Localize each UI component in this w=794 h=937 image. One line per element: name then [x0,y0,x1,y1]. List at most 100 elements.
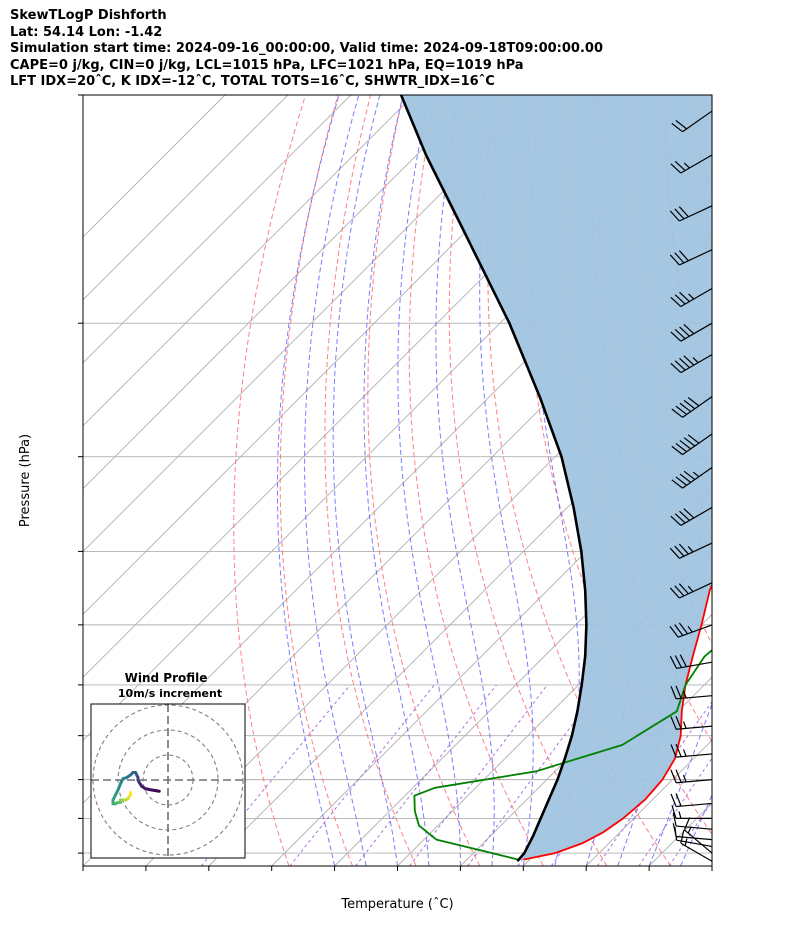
parcel-fill-layer [401,95,712,860]
wind-barb-flag [674,208,685,220]
wind-barb-flag [674,545,685,557]
wind-barb-staff [676,725,713,730]
wind-barb-flag [679,510,690,521]
dewpoint-line [413,649,712,861]
dry-adiabat [487,95,672,866]
wind-barb-flag [670,716,677,730]
moist-adiabat [648,702,712,866]
wind-barb [669,582,713,599]
wind-barb-staff [682,396,713,418]
dry-adiabat [729,95,794,866]
wind-barb [671,467,713,489]
dry-adiabat [324,95,417,866]
wind-barb-flag [669,547,680,559]
isotherm-line [145,299,712,866]
moist-adiabat [680,793,712,866]
wind-barb-flag [678,206,689,218]
wind-barb-flag [669,656,678,669]
wind-barb-flag [679,440,692,450]
wind-barb-staff [676,835,713,841]
wind-barb [671,110,713,133]
wind-barb [670,322,713,342]
wind-barb-staff [677,624,713,638]
parcel-line [399,95,588,863]
wind-barb [672,823,713,841]
wind-barb-staff [676,802,713,808]
wind-barb [670,287,713,308]
wind-barb-flag [669,210,680,222]
wind-barb [670,354,713,374]
wind-barb-flag [674,585,685,597]
wind-barb-flag [675,715,682,730]
hodograph: Wind Profile 10m/s increment [90,671,246,859]
wind-barb-flag [675,769,682,783]
isotherm-line [83,95,540,553]
dry-adiabat [367,95,481,866]
moist-adiabat [397,95,461,866]
wind-barb-flag [679,291,690,302]
wind-barb-flag [687,434,700,444]
isotherm-line [334,487,712,866]
wind-barb-flag [679,402,692,413]
wind-barb [671,396,713,418]
wind-barb-staff [676,753,713,758]
wind-barb-staff [684,829,713,854]
wind-barb-flag [674,624,684,636]
wind-barb-flag [674,655,683,668]
wind-barb [669,542,713,559]
title-times: Simulation start time: 2024-09-16_00:00:… [10,41,603,57]
wind-barb-flag [683,399,696,410]
title-latlon: Lat: 54.14 Lon: -1.42 [10,24,163,40]
wind-barb-flag [683,355,695,366]
wind-barbs [669,110,713,862]
wind-barb-half-flag [682,774,687,783]
parcel-fill [401,95,712,860]
wind-barb-half-flag [682,749,687,757]
dry-adiabat [762,95,794,866]
wind-barb-flag [683,324,695,335]
wind-barb-flag [671,479,683,489]
title-indices: LFT IDX=20ˆC, K IDX=-12ˆC, TOTAL TOTS=16… [10,74,495,90]
wind-barb-flag [675,405,687,415]
wind-barb-flag [679,326,690,337]
wind-barb-flag [683,437,696,447]
mixing-ratio-line [467,684,603,866]
isotherm-line [83,95,477,490]
wind-barb-staff [682,433,713,456]
wind-barb-staff [679,249,713,266]
wind-barb [672,812,713,830]
wind-barb [671,805,712,819]
wind-barb-flag [671,122,683,133]
wind-barb-staff [679,205,713,222]
wind-barb-staff [676,825,713,830]
moist-adiabat [277,95,340,866]
isotherm-line [83,95,289,301]
wind-barb-half-flag [687,546,694,553]
wind-barb-half-flag [692,471,700,478]
wind-barb-flag [679,654,687,667]
isotherm-line [83,95,226,238]
wind-barb-flag [670,296,682,307]
dry-adiabat [233,95,306,866]
wind-barb-staff [680,154,713,174]
mixing-ratio-line [355,684,497,866]
wind-barb-staff [676,779,713,784]
wind-barb-half-flag [688,293,695,300]
wind-barb-flag [671,408,683,418]
dry-adiabat [524,95,712,836]
moist-adiabat [711,864,712,866]
wind-barb-half-flag [687,585,694,593]
dry-adiabat [279,95,353,866]
wind-barb-flag [669,254,680,266]
moist-adiabat [363,95,430,866]
wind-barb-flag [678,583,689,595]
moist-adiabat [435,95,495,866]
y-axis-label: Pressure (hPa) [18,434,33,527]
wind-barb-flag [675,442,687,453]
wind-barb-half-flag [678,811,682,819]
wind-barb-flag [678,543,689,555]
wind-barb-flag [675,685,682,699]
moist-adiabat [479,95,534,866]
wind-barb-half-flag [692,357,699,364]
